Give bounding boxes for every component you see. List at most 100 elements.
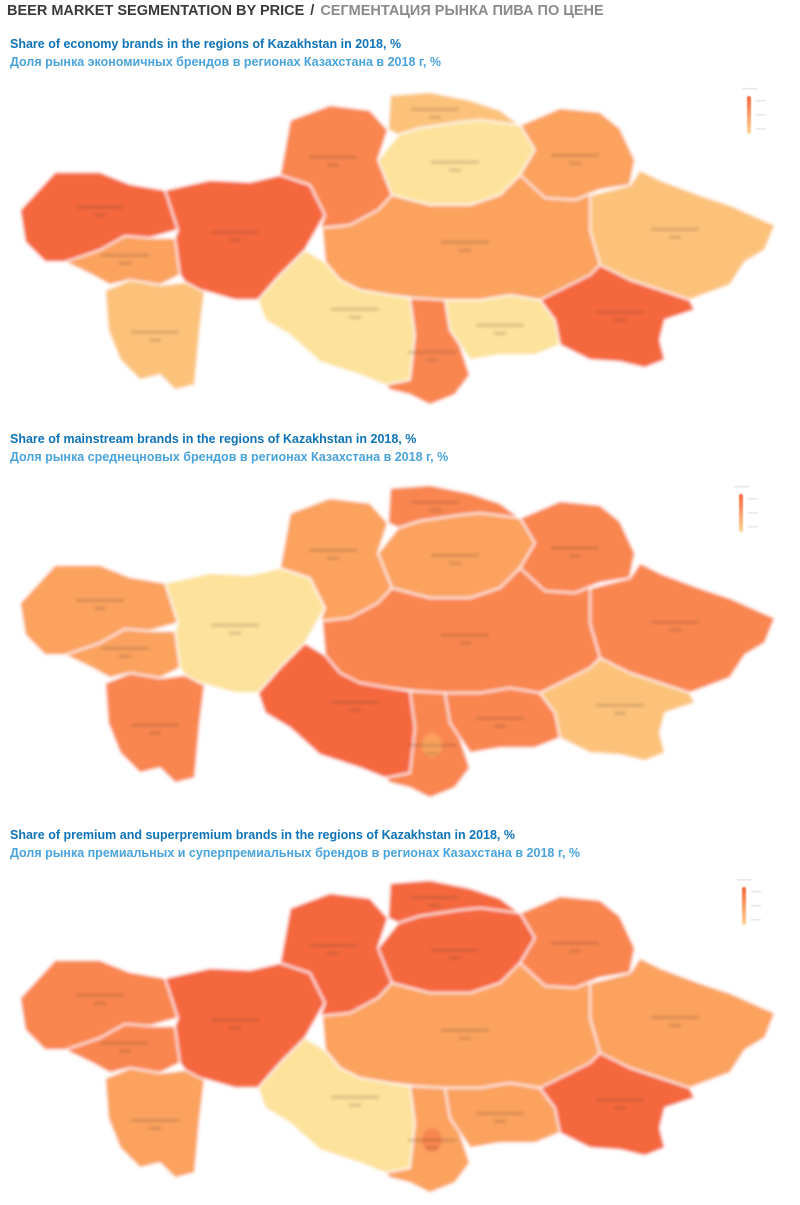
region-value-mark bbox=[569, 162, 581, 165]
region-value-mark bbox=[429, 116, 441, 119]
map-title-en: Share of premium and superpremium brands… bbox=[10, 828, 515, 842]
region-value-mark bbox=[349, 1104, 361, 1107]
kazakhstan-map-economy bbox=[0, 85, 800, 415]
map-svg bbox=[19, 879, 776, 1194]
region-label-mark bbox=[76, 206, 124, 209]
region-label-mark bbox=[131, 724, 179, 727]
kazakhstan-map-mainstream bbox=[0, 478, 800, 808]
map-legend: ——— —— —— —— bbox=[737, 877, 761, 925]
region-label-mark bbox=[596, 1099, 644, 1102]
region-value-mark bbox=[327, 164, 339, 167]
region-value-mark bbox=[229, 1027, 241, 1030]
region-label-mark bbox=[331, 308, 379, 311]
region-value-mark bbox=[229, 239, 241, 242]
region-value-mark bbox=[119, 262, 131, 265]
region-label-mark bbox=[476, 1112, 524, 1115]
region-value-mark bbox=[119, 1050, 131, 1053]
map-title-en: Share of economy brands in the regions o… bbox=[10, 37, 402, 51]
region-label-mark bbox=[411, 896, 459, 899]
region-value-mark bbox=[614, 1107, 626, 1110]
page-title-en: BEER MARKET SEGMENTATION BY PRICE bbox=[7, 3, 305, 19]
region-label-mark bbox=[309, 549, 357, 552]
region-label-mark bbox=[408, 1139, 456, 1142]
region-value-mark bbox=[494, 725, 506, 728]
region-label-mark bbox=[551, 547, 599, 550]
map-title-ru: Доля рынка экономичных брендов в региона… bbox=[10, 55, 442, 69]
map-legend: ——— —— —— —— bbox=[742, 86, 766, 134]
region-value-mark bbox=[459, 642, 471, 645]
region-label-mark bbox=[411, 501, 459, 504]
region-value-mark bbox=[327, 952, 339, 955]
region-label-mark bbox=[211, 1019, 259, 1022]
region-label-mark bbox=[596, 311, 644, 314]
region-label-mark bbox=[431, 554, 479, 557]
region-label-mark bbox=[431, 161, 479, 164]
region-almaty bbox=[539, 657, 696, 762]
region-label-mark bbox=[309, 156, 357, 159]
region-value-mark bbox=[429, 904, 441, 907]
region-label-mark bbox=[101, 647, 149, 650]
region-value-mark bbox=[449, 169, 461, 172]
region-label-mark bbox=[551, 154, 599, 157]
region-label-mark bbox=[331, 701, 379, 704]
region-label-mark bbox=[596, 704, 644, 707]
region-label-mark bbox=[476, 324, 524, 327]
map-title-mainstream: Share of mainstream brands in the region… bbox=[10, 432, 448, 464]
region-value-mark bbox=[494, 1120, 506, 1123]
map-svg bbox=[19, 91, 776, 406]
map-title-ru: Доля рынка премиальных и суперпремиальны… bbox=[10, 846, 581, 860]
region-value-mark bbox=[669, 629, 681, 632]
map-legend: ——— —— —— —— bbox=[734, 484, 758, 532]
region-value-mark bbox=[459, 249, 471, 252]
region-mangystau bbox=[104, 1067, 206, 1179]
page-title-ru: СЕГМЕНТАЦИЯ РЫНКА ПИВА ПО ЦЕНЕ bbox=[320, 3, 604, 19]
region-label-mark bbox=[476, 717, 524, 720]
page-header: BEER MARKET SEGMENTATION BY PRICE / СЕГМЕН… bbox=[7, 3, 604, 19]
region-label-mark bbox=[101, 254, 149, 257]
region-almaty bbox=[539, 264, 696, 369]
region-label-mark bbox=[211, 231, 259, 234]
region-zhambyl bbox=[444, 1082, 561, 1149]
region-label-mark bbox=[441, 634, 489, 637]
region-label-mark bbox=[131, 331, 179, 334]
region-mangystau bbox=[104, 672, 206, 784]
map-title-premium: Share of premium and superpremium brands… bbox=[10, 828, 580, 860]
region-label-mark bbox=[408, 744, 456, 747]
region-label-mark bbox=[411, 108, 459, 111]
region-label-mark bbox=[309, 944, 357, 947]
region-label-mark bbox=[331, 1096, 379, 1099]
region-value-mark bbox=[429, 509, 441, 512]
region-value-mark bbox=[459, 1037, 471, 1040]
region-value-mark bbox=[614, 319, 626, 322]
region-label-mark bbox=[441, 241, 489, 244]
map-title-ru: Доля рынка среднецновых брендов в регион… bbox=[10, 450, 449, 464]
kazakhstan-map-premium bbox=[0, 873, 800, 1203]
region-value-mark bbox=[569, 555, 581, 558]
region-value-mark bbox=[149, 732, 161, 735]
region-value-mark bbox=[449, 957, 461, 960]
region-label-mark bbox=[408, 351, 456, 354]
region-label-mark bbox=[211, 624, 259, 627]
region-label-mark bbox=[76, 994, 124, 997]
map-title-en: Share of mainstream brands in the region… bbox=[10, 432, 417, 446]
region-mangystau bbox=[104, 279, 206, 391]
region-value-mark bbox=[149, 1127, 161, 1130]
region-label-mark bbox=[431, 949, 479, 952]
region-value-mark bbox=[94, 214, 106, 217]
region-value-mark bbox=[426, 1147, 438, 1150]
region-almaty bbox=[539, 1052, 696, 1157]
region-value-mark bbox=[327, 557, 339, 560]
region-value-mark bbox=[426, 359, 438, 362]
region-value-mark bbox=[229, 632, 241, 635]
region-value-mark bbox=[494, 332, 506, 335]
region-label-mark bbox=[651, 228, 699, 231]
region-zhambyl bbox=[444, 687, 561, 754]
region-value-mark bbox=[94, 1002, 106, 1005]
region-value-mark bbox=[426, 752, 438, 755]
region-value-mark bbox=[149, 339, 161, 342]
region-label-mark bbox=[651, 1016, 699, 1019]
region-zhambyl bbox=[444, 294, 561, 361]
region-value-mark bbox=[569, 950, 581, 953]
region-label-mark bbox=[441, 1029, 489, 1032]
title-separator: / bbox=[310, 3, 315, 19]
